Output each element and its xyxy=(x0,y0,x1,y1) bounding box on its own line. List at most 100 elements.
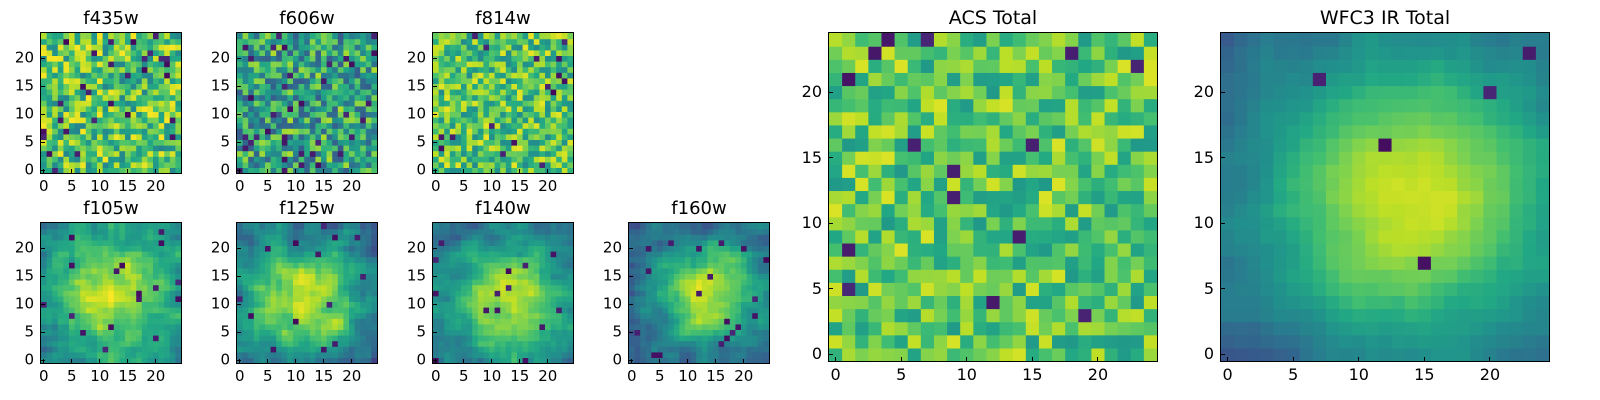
heatmap-cell xyxy=(113,228,120,235)
heatmap-cell xyxy=(444,111,451,118)
heatmap-cell xyxy=(545,223,552,230)
heatmap-cell xyxy=(539,312,546,319)
heatmap-cell xyxy=(259,105,266,112)
heatmap-cell xyxy=(444,161,451,168)
heatmap-cell xyxy=(433,239,440,246)
heatmap-cell xyxy=(343,239,350,246)
heatmap-cell xyxy=(69,122,76,129)
heatmap-cell xyxy=(147,245,154,252)
heatmap-cell xyxy=(1065,308,1079,323)
heatmap-cell xyxy=(169,335,176,342)
heatmap-cell xyxy=(505,307,512,314)
heatmap-cell xyxy=(489,228,496,235)
heatmap-cell xyxy=(539,267,546,274)
heatmap-cell xyxy=(309,111,316,118)
heatmap-cell xyxy=(141,44,148,51)
heatmap-cell xyxy=(326,66,333,73)
heatmap-cell xyxy=(679,290,686,297)
heatmap-cell xyxy=(237,49,244,56)
heatmap-cell xyxy=(477,167,484,173)
y-tick-mark xyxy=(237,247,241,249)
heatmap-cell xyxy=(489,83,496,90)
heatmap-cell xyxy=(136,245,143,252)
heatmap-cell xyxy=(97,89,104,96)
heatmap-cell xyxy=(332,139,339,146)
heatmap-cell xyxy=(556,290,563,297)
heatmap-cell xyxy=(371,262,377,269)
heatmap-cell xyxy=(175,100,181,107)
heatmap-cell xyxy=(52,89,59,96)
heatmap-cell xyxy=(561,83,568,90)
heatmap-cell xyxy=(169,267,176,274)
heatmap-cell xyxy=(321,38,328,45)
heatmap-cell xyxy=(287,251,294,258)
heatmap-cell xyxy=(701,301,708,308)
heatmap-cell xyxy=(309,251,316,258)
heatmap-cell xyxy=(141,55,148,62)
heatmap-cell xyxy=(668,251,675,258)
heatmap-cell xyxy=(365,44,372,51)
heatmap-cell xyxy=(461,49,468,56)
heatmap-cell xyxy=(332,38,339,45)
heatmap-cell xyxy=(332,83,339,90)
heatmap-cell xyxy=(561,89,568,96)
heatmap-cell xyxy=(679,251,686,258)
heatmap-cell xyxy=(164,329,171,336)
heatmap-cell xyxy=(119,156,126,163)
heatmap-cell xyxy=(349,122,356,129)
heatmap-cell xyxy=(533,245,540,252)
heatmap-cell xyxy=(321,33,328,40)
heatmap-cell xyxy=(449,72,456,79)
heatmap-cell xyxy=(360,38,367,45)
heatmap-cell xyxy=(455,312,462,319)
heatmap-cell xyxy=(494,105,501,112)
heatmap-cell xyxy=(169,312,176,319)
heatmap-cell xyxy=(74,150,81,157)
heatmap-cell xyxy=(158,128,165,135)
heatmap-cell xyxy=(696,256,703,263)
heatmap-cell xyxy=(483,44,490,51)
heatmap-cell xyxy=(894,295,909,310)
heatmap-cell xyxy=(539,239,546,246)
heatmap-cell xyxy=(528,290,535,297)
heatmap-cell xyxy=(690,357,697,363)
heatmap-cell xyxy=(85,38,92,45)
heatmap-cell xyxy=(868,151,883,165)
heatmap-cell xyxy=(494,94,501,101)
heatmap-cell xyxy=(164,61,171,68)
heatmap-cell xyxy=(97,156,104,163)
heatmap-cell xyxy=(517,55,524,62)
heatmap-cell xyxy=(438,351,445,358)
heatmap-cell xyxy=(1038,164,1053,178)
heatmap-cell xyxy=(1091,229,1106,244)
heatmap-cell xyxy=(920,164,935,178)
heatmap-cell xyxy=(477,55,484,62)
heatmap-cell xyxy=(321,105,328,112)
heatmap-cell xyxy=(153,89,160,96)
heatmap-cell xyxy=(365,340,372,347)
heatmap-cell xyxy=(108,256,115,263)
heatmap-cell xyxy=(433,267,440,274)
heatmap-cell xyxy=(1130,242,1145,257)
heatmap-cell xyxy=(472,94,479,101)
heatmap-cell xyxy=(265,38,272,45)
heatmap-cell xyxy=(634,273,641,280)
heatmap-cell xyxy=(63,139,70,146)
heatmap-cell xyxy=(651,307,658,314)
heatmap-cell xyxy=(97,267,104,274)
heatmap-cell xyxy=(298,262,305,269)
y-tick-mark xyxy=(237,275,241,277)
heatmap-cell xyxy=(52,44,59,51)
heatmap-cell xyxy=(741,318,748,325)
heatmap-cell xyxy=(477,161,484,168)
heatmap-cell xyxy=(119,139,126,146)
heatmap-cell xyxy=(46,267,53,274)
heatmap-cell xyxy=(141,150,148,157)
heatmap-cell xyxy=(136,357,143,363)
heatmap-cell xyxy=(371,335,377,342)
heatmap-cell xyxy=(483,340,490,347)
heatmap-cell xyxy=(960,282,974,296)
heatmap-cell xyxy=(371,351,377,358)
heatmap-cell xyxy=(629,351,636,358)
heatmap-cell xyxy=(315,61,322,68)
